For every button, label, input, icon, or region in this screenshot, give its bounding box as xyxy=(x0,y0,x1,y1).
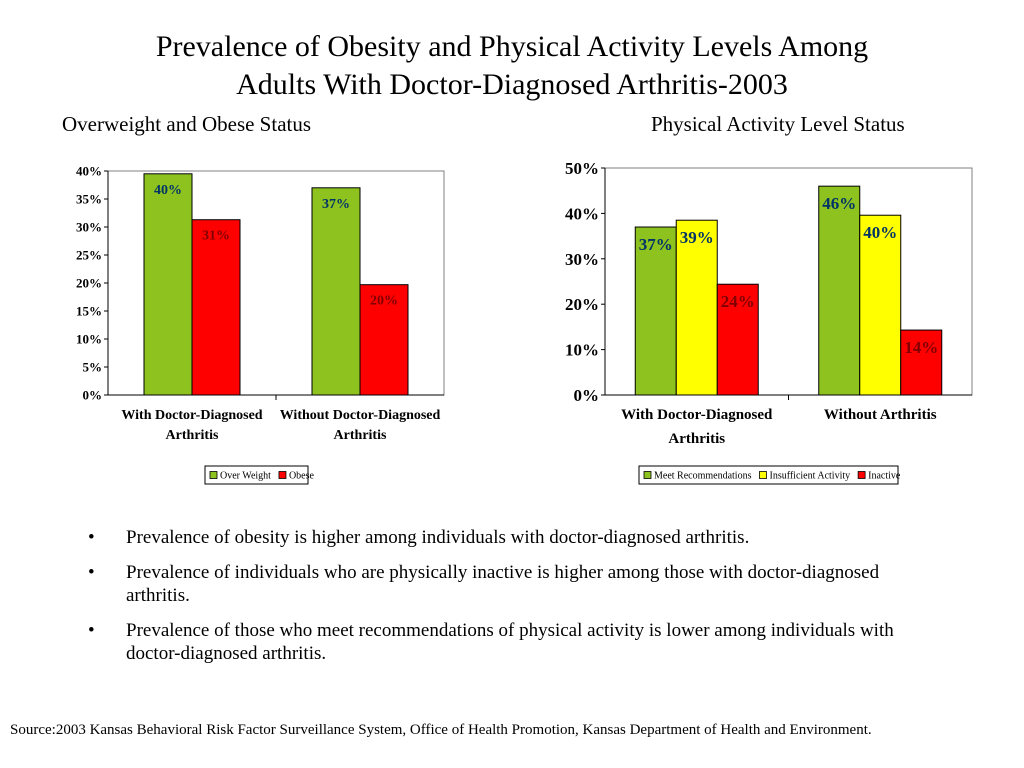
left-chart-legend-label: Obese xyxy=(289,471,315,482)
right-chart-data-label: 46% xyxy=(822,194,856,213)
left-chart-data-label: 20% xyxy=(370,294,398,309)
right-chart-bar xyxy=(675,219,718,396)
left-chart-y-tick-label: 0% xyxy=(83,388,103,403)
left-chart-data-label: 31% xyxy=(202,229,230,244)
right-chart-data-label: 14% xyxy=(904,338,938,357)
bullet-list: • Prevalence of obesity is higher among i… xyxy=(88,526,918,677)
right-chart-legend xyxy=(638,465,899,485)
left-chart-category-label: Arthritis xyxy=(334,428,387,443)
bullet-symbol: • xyxy=(88,620,95,641)
left-chart-category-label: With Doctor-Diagnosed xyxy=(121,408,262,423)
left-chart-legend-label: Over Weight xyxy=(220,471,271,482)
bullet-item: • Prevalence of obesity is higher among i… xyxy=(88,526,918,549)
right-chart-legend-label: Insufficient Activity xyxy=(769,471,850,482)
right-chart-category-label: With Doctor-Diagnosed xyxy=(621,407,773,423)
left-chart-legend-swatch xyxy=(209,471,218,479)
left-chart-title: Overweight and Obese Status xyxy=(62,112,312,136)
right-chart-bar xyxy=(634,226,677,396)
bullet-item: • Prevalence of those who meet recommenda… xyxy=(88,619,918,665)
left-chart-category-label: Arthritis xyxy=(166,428,219,443)
right-chart-y-tick-label: 10% xyxy=(565,341,599,360)
bullet-symbol: • xyxy=(88,527,95,548)
left-chart-bar xyxy=(311,187,361,396)
right-chart-legend-swatch xyxy=(643,471,652,479)
right-chart-bar xyxy=(900,329,943,396)
left-chart-y-tick-label: 30% xyxy=(76,220,102,235)
right-chart-data-label: 40% xyxy=(863,223,897,242)
right-chart-bar xyxy=(859,214,902,396)
bullet-text: Prevalence of those who meet recommendat… xyxy=(126,620,894,664)
bullet-text: Prevalence of obesity is higher among in… xyxy=(126,527,750,548)
left-chart-bar xyxy=(143,173,193,396)
right-chart-legend-swatch xyxy=(759,471,767,479)
source-note: Source:2003 Kansas Behavioral Risk Facto… xyxy=(10,722,872,738)
right-chart-y-tick-label: 50% xyxy=(565,159,599,178)
right-chart-title: Physical Activity Level Status xyxy=(651,112,905,136)
right-chart-bar xyxy=(818,185,861,396)
bullet-symbol: • xyxy=(88,562,95,583)
slide-title: Prevalence of Obesity and Physical Activ… xyxy=(0,28,1024,104)
left-chart-y-tick-label: 40% xyxy=(76,164,102,179)
right-chart-y-tick-label: 0% xyxy=(574,386,600,405)
left-chart-y-tick-label: 5% xyxy=(83,360,103,375)
right-chart-y-tick-label: 40% xyxy=(565,204,599,223)
right-chart-legend-label: Inactive xyxy=(868,471,901,482)
left-chart-y-tick-label: 20% xyxy=(76,276,102,291)
right-chart-data-label: 37% xyxy=(639,235,673,254)
bullet-item: • Prevalence of individuals who are physi… xyxy=(88,561,918,607)
right-chart-data-label: 24% xyxy=(721,292,755,311)
left-chart-bar xyxy=(191,219,241,396)
left-chart-y-tick-label: 15% xyxy=(76,304,102,319)
left-chart-legend xyxy=(204,465,309,485)
right-chart-category-label: Arthritis xyxy=(668,431,725,447)
right-chart-data-label: 39% xyxy=(680,228,714,247)
right-chart-category-label: Without Arthritis xyxy=(824,407,937,423)
title-line-1: Prevalence of Obesity and Physical Activ… xyxy=(155,30,869,63)
left-chart-data-label: 37% xyxy=(322,197,350,212)
right-chart-bar xyxy=(716,283,759,396)
title-line-2: Adults With Doctor-Diagnosed Arthritis-2… xyxy=(236,68,788,101)
left-chart-data-label: 40% xyxy=(154,183,182,198)
right-chart-legend-label: Meet Recommendations xyxy=(654,471,752,482)
left-chart-bar xyxy=(359,284,409,396)
left-chart-legend-swatch xyxy=(278,471,287,479)
right-chart-y-tick-label: 20% xyxy=(565,295,599,314)
left-chart-y-tick-label: 35% xyxy=(76,192,102,207)
right-chart-y-tick-label: 30% xyxy=(565,250,599,269)
right-chart-legend-swatch xyxy=(857,471,866,479)
left-chart-y-tick-label: 10% xyxy=(76,332,102,347)
bullet-text: Prevalence of individuals who are physic… xyxy=(126,562,880,606)
left-chart-category-label: Without Doctor-Diagnosed xyxy=(280,408,441,423)
left-chart-y-tick-label: 25% xyxy=(76,248,102,263)
